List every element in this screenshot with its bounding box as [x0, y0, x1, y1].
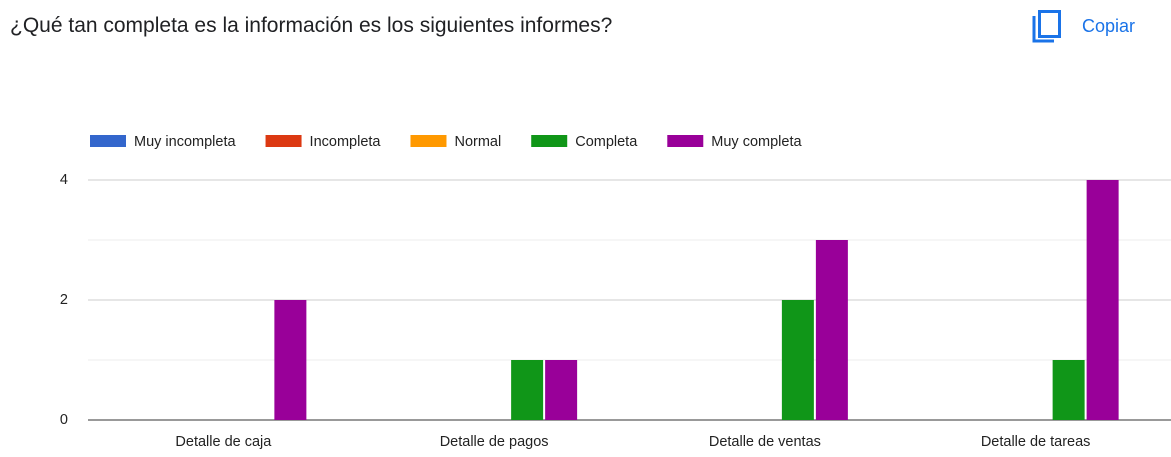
bar: [815, 240, 848, 420]
x-tick-label: Detalle de pagos: [440, 434, 549, 450]
copy-label: Copiar: [1082, 15, 1136, 36]
question-title: ¿Qué tan completa es la información es l…: [10, 14, 613, 37]
bar: [1086, 180, 1119, 420]
legend-swatch: [265, 135, 302, 147]
legend-swatch: [90, 135, 126, 147]
legend-label: Completa: [575, 134, 638, 150]
bar: [274, 300, 307, 420]
bar: [511, 360, 544, 420]
bar: [1052, 360, 1085, 420]
x-tick-label: Detalle de ventas: [709, 434, 821, 450]
copy-icon: [1032, 10, 1061, 43]
legend-swatch: [410, 135, 447, 147]
copy-button[interactable]: Copiar: [1030, 8, 1135, 44]
legend-label: Muy completa: [711, 134, 802, 150]
legend-swatch: [531, 135, 568, 147]
y-tick-label: 2: [60, 292, 68, 308]
bar: [781, 300, 814, 420]
x-tick-label: Detalle de tareas: [981, 434, 1091, 450]
y-tick-label: 4: [60, 172, 68, 188]
legend-label: Muy incompleta: [134, 134, 236, 150]
legend-label: Normal: [454, 134, 501, 150]
legend-label: Incompleta: [310, 134, 382, 150]
legend-swatch: [667, 135, 704, 147]
y-tick-label: 0: [60, 412, 68, 428]
x-tick-label: Detalle de caja: [175, 434, 272, 450]
bar: [545, 360, 578, 420]
